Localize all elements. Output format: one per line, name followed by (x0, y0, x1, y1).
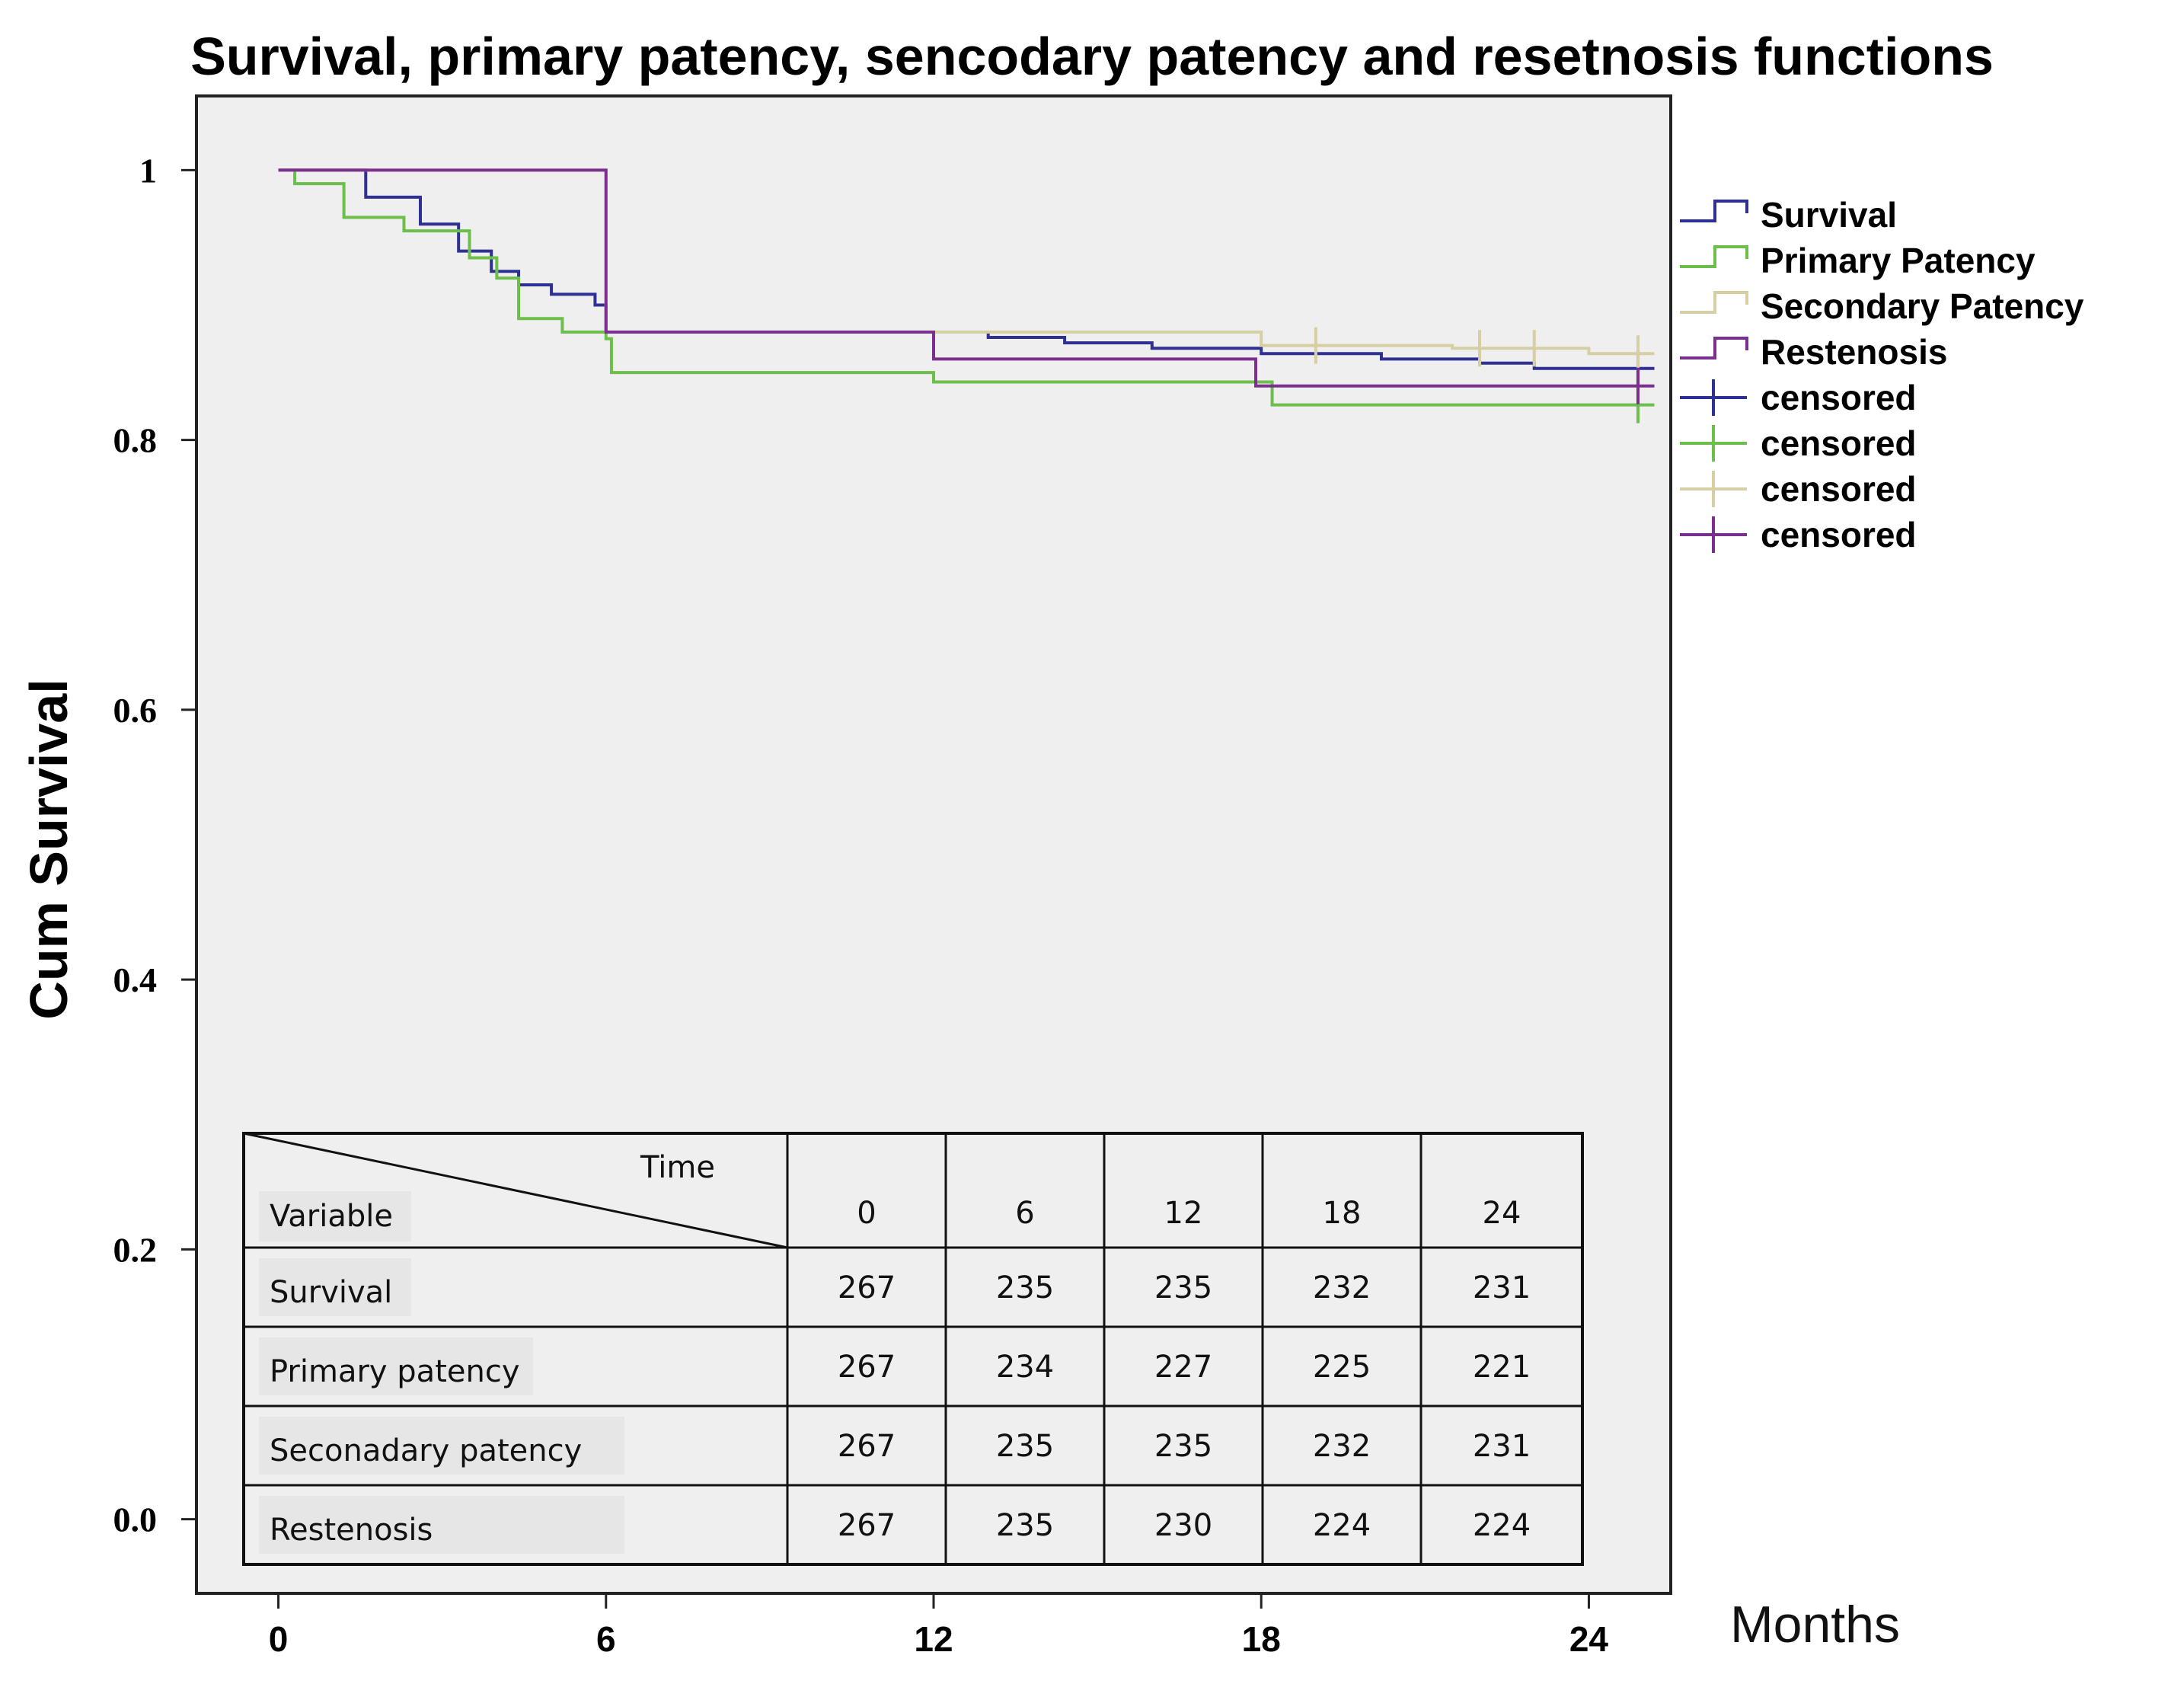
table-cell-value: 224 (1313, 1508, 1371, 1543)
table-time-header: 24 (1483, 1196, 1521, 1231)
table-cell-value: 231 (1473, 1270, 1531, 1305)
legend-entry: Restenosis (1680, 332, 1947, 372)
axis-ticks: 0 6 12 18 24 0.0 0.2 0.4 0.6 0.8 1 (113, 151, 1609, 1659)
table-row-label: Survival (270, 1275, 392, 1310)
risk-table: Time Variable 0 6 12 18 24 Survival 267 235 235 232… (242, 1132, 1584, 1566)
table-cell-value: 235 (1154, 1429, 1212, 1464)
table-cell-value: 224 (1473, 1508, 1531, 1543)
legend-label: Primary Patency (1761, 241, 2036, 280)
legend-label: censored (1761, 469, 1917, 509)
legend-entry: censored (1680, 378, 1917, 417)
y-axis-label: Cum Survival (19, 679, 78, 1019)
table-cell-value: 267 (838, 1350, 896, 1385)
legend-entry: censored (1680, 469, 1917, 509)
table-corner-time: Time (640, 1150, 715, 1185)
table-time-header: 0 (857, 1196, 876, 1231)
table-row-label: Primary patency (270, 1354, 520, 1389)
censored-marks (1314, 327, 1640, 423)
table-cell-value: 232 (1313, 1270, 1371, 1305)
y-tick-label: 0.0 (113, 1500, 158, 1539)
y-tick-label: 0.4 (113, 960, 158, 999)
series-lines (278, 168, 1655, 407)
legend-swatch (1680, 291, 1748, 314)
table-cell-value: 267 (838, 1270, 896, 1305)
row-label-background (259, 1496, 624, 1554)
table-cell-value: 267 (838, 1429, 896, 1464)
table-cell-value: 235 (996, 1508, 1054, 1543)
legend-swatch (1680, 245, 1748, 268)
x-tick-label: 24 (1569, 1619, 1609, 1659)
row-label-background (259, 1417, 624, 1475)
table-cell-value: 235 (1154, 1270, 1212, 1305)
table-time-header: 6 (1015, 1196, 1034, 1231)
series-line-primary-patency (278, 168, 1655, 407)
legend-swatch (1680, 200, 1748, 222)
table-cell-value: 267 (838, 1508, 896, 1543)
table-cell-value: 227 (1154, 1350, 1212, 1385)
legend-entry: censored (1680, 423, 1917, 463)
table-corner-diagonal (243, 1132, 788, 1249)
y-tick-label: 0.2 (113, 1230, 158, 1269)
x-tick-label: 6 (596, 1619, 616, 1659)
x-tick-label: 18 (1242, 1619, 1281, 1659)
table-row-label: Seconadary patency (270, 1433, 582, 1468)
legend-entry: censored (1680, 515, 1917, 554)
legend-label: Secondary Patency (1761, 286, 2084, 326)
legend-label: censored (1761, 378, 1917, 417)
table-row-label: Restenosis (270, 1513, 433, 1548)
legend-entry: Primary Patency (1680, 241, 2036, 280)
table-cell-value: 231 (1473, 1429, 1531, 1464)
y-tick-label: 0.6 (113, 691, 158, 730)
legend-label: censored (1761, 423, 1917, 463)
table-cell-value: 232 (1313, 1429, 1371, 1464)
table-cell-value: 234 (996, 1350, 1054, 1385)
row-label-background (259, 1337, 533, 1395)
table-cell-value: 225 (1313, 1350, 1371, 1385)
legend-label: Restenosis (1761, 332, 1947, 372)
x-axis-label: Months (1730, 1596, 1900, 1654)
chart-title: Survival, primary patency, sencodary pat… (190, 27, 1994, 86)
legend: Survival Primary Patency Secondary Patency… (1680, 195, 2084, 554)
x-tick-label: 12 (914, 1619, 953, 1659)
row-label-background (259, 1191, 411, 1241)
table-time-header: 12 (1164, 1196, 1203, 1231)
table-cell-value: 221 (1473, 1350, 1531, 1385)
x-tick-label: 0 (269, 1619, 289, 1659)
legend-label: censored (1761, 515, 1917, 554)
legend-entry: Survival (1680, 195, 1897, 235)
legend-entry: Secondary Patency (1680, 286, 2084, 326)
legend-label: Survival (1761, 195, 1897, 235)
table-cell-value: 235 (996, 1270, 1054, 1305)
series-line-restenosis (278, 168, 1655, 388)
y-tick-label: 1 (139, 151, 157, 190)
table-cell-value: 235 (996, 1429, 1054, 1464)
y-tick-label: 0.8 (113, 421, 158, 460)
legend-swatch (1680, 337, 1748, 359)
table-time-header: 18 (1323, 1196, 1362, 1231)
table-cell-value: 230 (1154, 1508, 1212, 1543)
table-corner-variable: Variable (270, 1199, 393, 1234)
row-label-background (259, 1258, 411, 1316)
